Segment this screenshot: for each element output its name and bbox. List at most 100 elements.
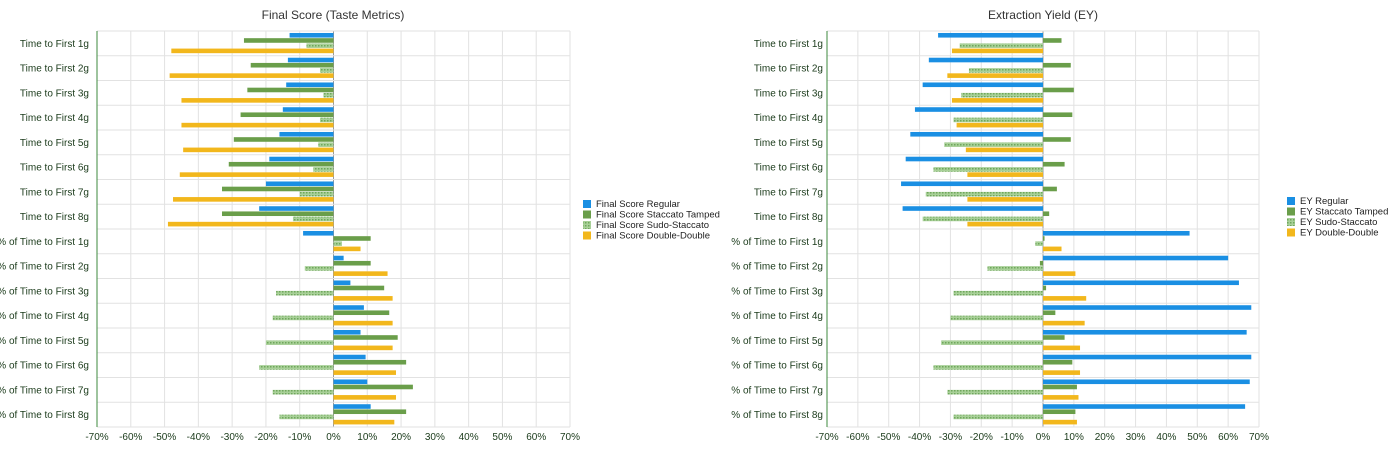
bar-ey-double-double — [1043, 419, 1077, 425]
bar-final-score-staccato-tamped — [333, 359, 407, 365]
bar-ey-regular — [928, 57, 1043, 63]
bar-final-score-staccato-tamped — [333, 409, 407, 415]
bar-final-score-regular — [333, 379, 368, 385]
legend-label: Final Score Double-Double — [596, 231, 710, 242]
bar-final-score-sudo-staccato — [292, 216, 334, 222]
bar-ey-double-double — [967, 221, 1043, 227]
legend-swatch — [1287, 228, 1295, 237]
bar-final-score-sudo-staccato — [323, 92, 334, 98]
bar-ey-sudo-staccato — [922, 216, 1043, 222]
category-label: Time to First 4g — [20, 113, 89, 124]
category-label: % of Time to First 2g — [731, 262, 823, 273]
bar-ey-regular — [910, 131, 1043, 137]
bar-final-score-double-double — [171, 48, 334, 54]
bar-final-score-regular — [289, 32, 334, 38]
bar-final-score-double-double — [333, 296, 393, 301]
bar-ey-regular — [901, 181, 1043, 187]
bar-final-score-regular — [303, 230, 334, 236]
x-tick-label: -70% — [815, 432, 838, 443]
bar-ey-staccato-tamped — [1043, 359, 1073, 365]
bar-final-score-sudo-staccato — [279, 414, 334, 420]
bar-ey-staccato-tamped — [1043, 186, 1057, 192]
x-tick-label: 0% — [326, 432, 341, 443]
bar-ey-double-double — [951, 48, 1043, 54]
bar-final-score-regular — [333, 404, 371, 409]
legend-label: Final Score Sudo-Staccato — [596, 220, 709, 231]
category-label: Time to First 7g — [754, 187, 823, 198]
chart-1: Final Score (Taste Metrics)-70% -60% -50% -… — [0, 8, 720, 443]
bar-ey-sudo-staccato — [953, 117, 1043, 123]
bar-final-score-sudo-staccato — [272, 389, 334, 395]
bar-ey-regular — [922, 82, 1043, 88]
bar-final-score-sudo-staccato — [313, 167, 334, 172]
bar-ey-staccato-tamped — [1043, 38, 1062, 43]
bar-ey-double-double — [967, 197, 1043, 202]
bar-final-score-regular — [282, 107, 334, 112]
x-tick-label: 60% — [1218, 432, 1238, 443]
category-label: % of Time to First 8g — [731, 410, 823, 421]
bar-final-score-sudo-staccato — [299, 191, 334, 197]
x-tick-label: 20% — [391, 432, 411, 443]
category-label: Time to First 5g — [754, 138, 823, 149]
bar-ey-regular — [1043, 354, 1252, 360]
bar-final-score-staccato-tamped — [222, 186, 334, 192]
legend-swatch — [1287, 218, 1295, 226]
bar-ey-double-double — [1043, 296, 1087, 301]
x-tick-label: 30% — [425, 432, 445, 443]
bar-final-score-double-double — [333, 370, 397, 375]
x-tick-label: 0% — [1036, 432, 1051, 443]
category-label: % of Time to First 5g — [731, 336, 823, 347]
x-tick-label: 10% — [1064, 432, 1084, 443]
bar-ey-regular — [914, 107, 1043, 112]
bar-ey-sudo-staccato — [953, 290, 1043, 296]
bar-ey-staccato-tamped — [1043, 236, 1045, 241]
bar-final-score-regular — [333, 329, 361, 335]
bar-final-score-regular — [333, 255, 344, 261]
bar-ey-sudo-staccato — [987, 266, 1043, 271]
bar-ey-double-double — [951, 98, 1043, 103]
bar-final-score-sudo-staccato — [319, 117, 334, 123]
bar-final-score-double-double — [333, 345, 393, 351]
bar-final-score-regular — [333, 280, 351, 286]
legend-label: Final Score Regular — [596, 199, 680, 210]
bar-ey-staccato-tamped — [1043, 137, 1071, 142]
bar-final-score-staccato-tamped — [243, 38, 334, 43]
bar-final-score-sudo-staccato — [306, 43, 334, 48]
bar-final-score-regular — [259, 206, 334, 211]
x-tick-label: -70% — [85, 432, 108, 443]
x-tick-label: -20% — [254, 432, 277, 443]
bar-final-score-sudo-staccato — [276, 290, 334, 296]
x-tick-label: -10% — [1000, 432, 1023, 443]
category-label: % of Time to First 4g — [0, 311, 89, 322]
category-label: % of Time to First 5g — [0, 336, 89, 347]
bar-ey-sudo-staccato — [961, 92, 1043, 98]
x-tick-label: -40% — [908, 432, 931, 443]
bar-ey-regular — [902, 206, 1043, 211]
category-label: Time to First 8g — [754, 212, 823, 223]
x-tick-label: 40% — [459, 432, 479, 443]
x-tick-label: 30% — [1126, 432, 1146, 443]
bar-final-score-staccato-tamped — [250, 62, 334, 68]
category-label: Time to First 1g — [754, 39, 823, 50]
chart-title: Extraction Yield (EY) — [988, 8, 1098, 22]
bar-ey-regular — [1043, 280, 1239, 286]
legend-label: Final Score Staccato Tamped — [596, 210, 720, 221]
category-label: % of Time to First 1g — [0, 237, 89, 248]
x-tick-label: -20% — [970, 432, 993, 443]
bar-ey-double-double — [947, 73, 1043, 78]
bar-final-score-sudo-staccato — [319, 68, 334, 73]
bar-ey-sudo-staccato — [968, 68, 1043, 73]
bar-final-score-regular — [265, 181, 334, 187]
bar-ey-staccato-tamped — [1043, 384, 1077, 390]
bar-ey-double-double — [1043, 271, 1076, 276]
bar-ey-sudo-staccato — [925, 191, 1043, 197]
bar-ey-staccato-tamped — [1043, 285, 1047, 291]
x-tick-label: 10% — [357, 432, 377, 443]
category-label: Time to First 7g — [20, 187, 89, 198]
bar-final-score-staccato-tamped — [333, 285, 385, 291]
bar-final-score-staccato-tamped — [240, 112, 334, 118]
legend-swatch — [583, 221, 591, 229]
legend-label: EY Regular — [1300, 196, 1348, 207]
category-label: Time to First 8g — [20, 212, 89, 223]
